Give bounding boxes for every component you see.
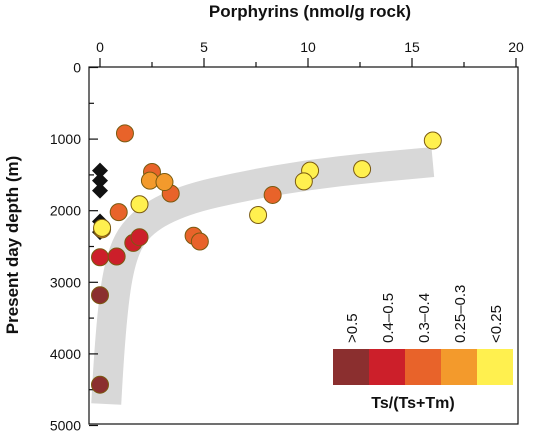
legend-swatch bbox=[405, 349, 441, 385]
data-point bbox=[155, 173, 174, 192]
legend-label: 0.4–0.5 bbox=[380, 293, 397, 343]
trend-band bbox=[91, 147, 435, 405]
data-point bbox=[190, 232, 209, 251]
data-point bbox=[93, 218, 112, 237]
data-point bbox=[353, 160, 372, 179]
diamond-point bbox=[92, 172, 108, 189]
trend-band-layer bbox=[91, 147, 435, 405]
diamond-point bbox=[92, 162, 108, 179]
ticks-layer: 0 5 10 15 20 0 1000 2000 3000 4000 5000 bbox=[50, 39, 524, 434]
legend-swatch bbox=[333, 349, 369, 385]
legend-swatch bbox=[477, 349, 513, 385]
x-tick-label: 5 bbox=[200, 39, 208, 55]
y-tick-label: 0 bbox=[73, 60, 81, 76]
y-tick-label: 1000 bbox=[50, 131, 81, 147]
legend-swatch bbox=[369, 349, 405, 385]
data-point bbox=[107, 247, 126, 266]
legend-label: >0.5 bbox=[344, 313, 361, 343]
data-point bbox=[91, 286, 109, 305]
data-point bbox=[249, 205, 268, 224]
legend-label: 0.25–0.3 bbox=[452, 285, 469, 343]
points-layer bbox=[91, 124, 442, 394]
y-axis-title: Present day depth (m) bbox=[3, 156, 22, 335]
y-tick-label: 2000 bbox=[50, 203, 81, 219]
x-tick-label: 20 bbox=[508, 39, 524, 55]
y-tick-label: 5000 bbox=[50, 418, 81, 434]
diamond-point bbox=[92, 182, 108, 199]
x-tick-label: 10 bbox=[300, 39, 316, 55]
legend: >0.5 0.4–0.5 0.3–0.4 0.25–0.3 <0.25 bbox=[333, 285, 513, 385]
x-tick-label: 0 bbox=[96, 39, 104, 55]
plot-frame bbox=[88, 66, 519, 425]
x-axis-title: Porphyrins (nmol/g rock) bbox=[209, 2, 411, 21]
x-tick-label: 15 bbox=[404, 39, 420, 55]
data-point bbox=[423, 131, 442, 150]
legend-swatch bbox=[441, 349, 477, 385]
data-point bbox=[109, 203, 128, 222]
data-point bbox=[263, 185, 282, 204]
data-point bbox=[130, 228, 149, 247]
legend-label: 0.3–0.4 bbox=[416, 293, 433, 343]
data-point bbox=[91, 375, 109, 394]
y-tick-label: 3000 bbox=[50, 274, 81, 290]
data-point bbox=[115, 124, 134, 143]
y-tick-label: 4000 bbox=[50, 346, 81, 362]
data-point bbox=[91, 248, 109, 267]
legend-title: Ts/(Ts+Tm) bbox=[371, 395, 454, 412]
legend-label: <0.25 bbox=[488, 305, 505, 343]
data-point bbox=[294, 172, 313, 191]
data-point bbox=[130, 195, 149, 214]
